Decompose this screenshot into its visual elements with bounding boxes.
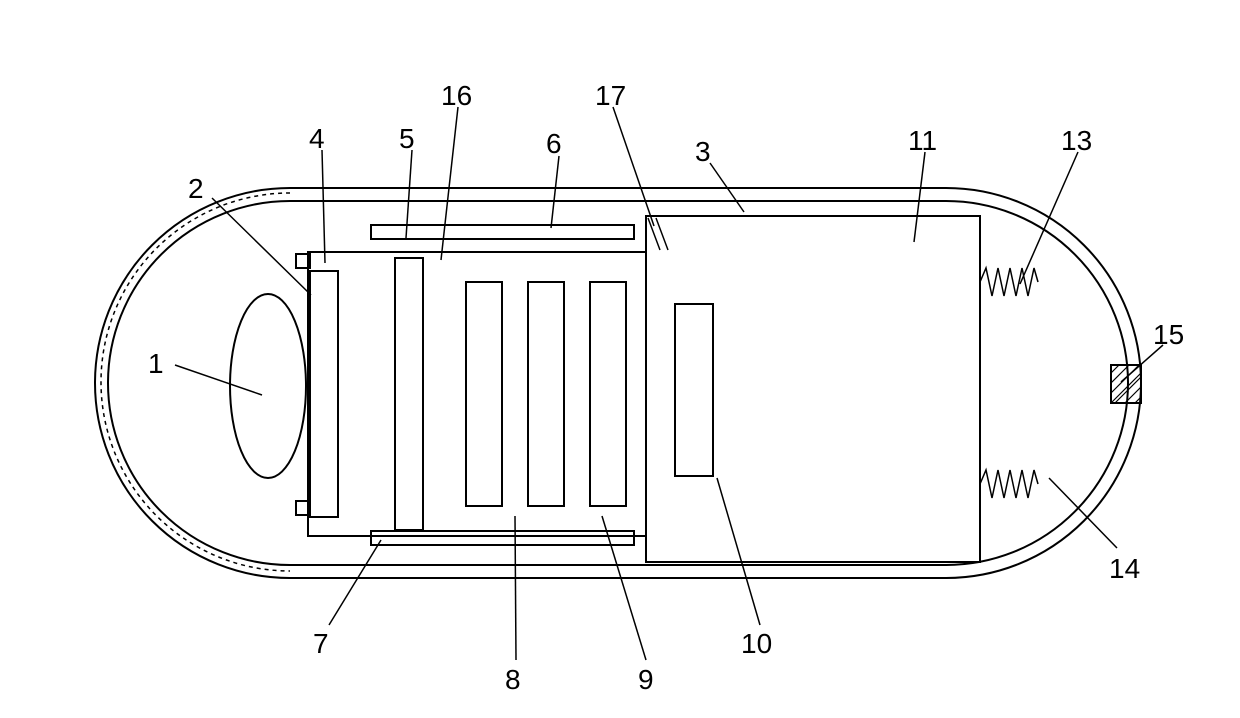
label-6: 6 [546, 128, 562, 160]
label-5: 5 [399, 123, 415, 155]
leader-13 [1020, 152, 1078, 284]
leader-7 [329, 540, 381, 625]
small-inner-rect [675, 304, 713, 476]
label-15: 15 [1153, 319, 1184, 351]
spring-top [980, 268, 1038, 296]
leader-9 [602, 516, 646, 660]
leader-14 [1049, 478, 1117, 548]
label-13: 13 [1061, 125, 1092, 157]
leader-4 [322, 150, 325, 263]
spring-bottom [980, 470, 1038, 498]
hatched-block [1111, 365, 1141, 403]
lens-ellipse [230, 294, 306, 478]
vertical-bar-4 [590, 282, 626, 506]
hatch-1 [1111, 365, 1119, 373]
diagram-container: 1 2 3 4 5 6 7 8 9 10 11 13 14 15 16 17 [0, 0, 1240, 713]
label-17: 17 [595, 80, 626, 112]
lens-mount [310, 271, 338, 517]
bottom-strip [371, 531, 634, 545]
capsule-dashed-arc [101, 193, 290, 571]
hatch-2 [1111, 365, 1129, 383]
label-7: 7 [313, 628, 329, 660]
right-box [646, 216, 980, 562]
leader-10 [717, 478, 760, 625]
label-1: 1 [148, 348, 164, 380]
label-11: 11 [908, 125, 937, 157]
leader-6 [551, 156, 559, 228]
leader-2 [212, 198, 311, 295]
leader-8 [515, 516, 516, 660]
label-4: 4 [309, 123, 325, 155]
vertical-bar-2 [466, 282, 502, 506]
label-2: 2 [188, 173, 204, 205]
label-14: 14 [1109, 553, 1140, 585]
leader-16 [441, 107, 458, 260]
capsule-inner [108, 201, 1128, 565]
leader-17 [613, 107, 654, 226]
vertical-bar-1 [395, 258, 423, 530]
label-10: 10 [741, 628, 772, 660]
label-16: 16 [441, 80, 472, 112]
label-9: 9 [638, 664, 654, 696]
label-3: 3 [695, 136, 711, 168]
vertical-bar-3 [528, 282, 564, 506]
leader-11 [914, 152, 925, 242]
top-strip [371, 225, 634, 239]
main-housing [308, 252, 646, 536]
label-8: 8 [505, 664, 521, 696]
capsule-outer [95, 188, 1141, 578]
leader-1 [175, 365, 262, 395]
